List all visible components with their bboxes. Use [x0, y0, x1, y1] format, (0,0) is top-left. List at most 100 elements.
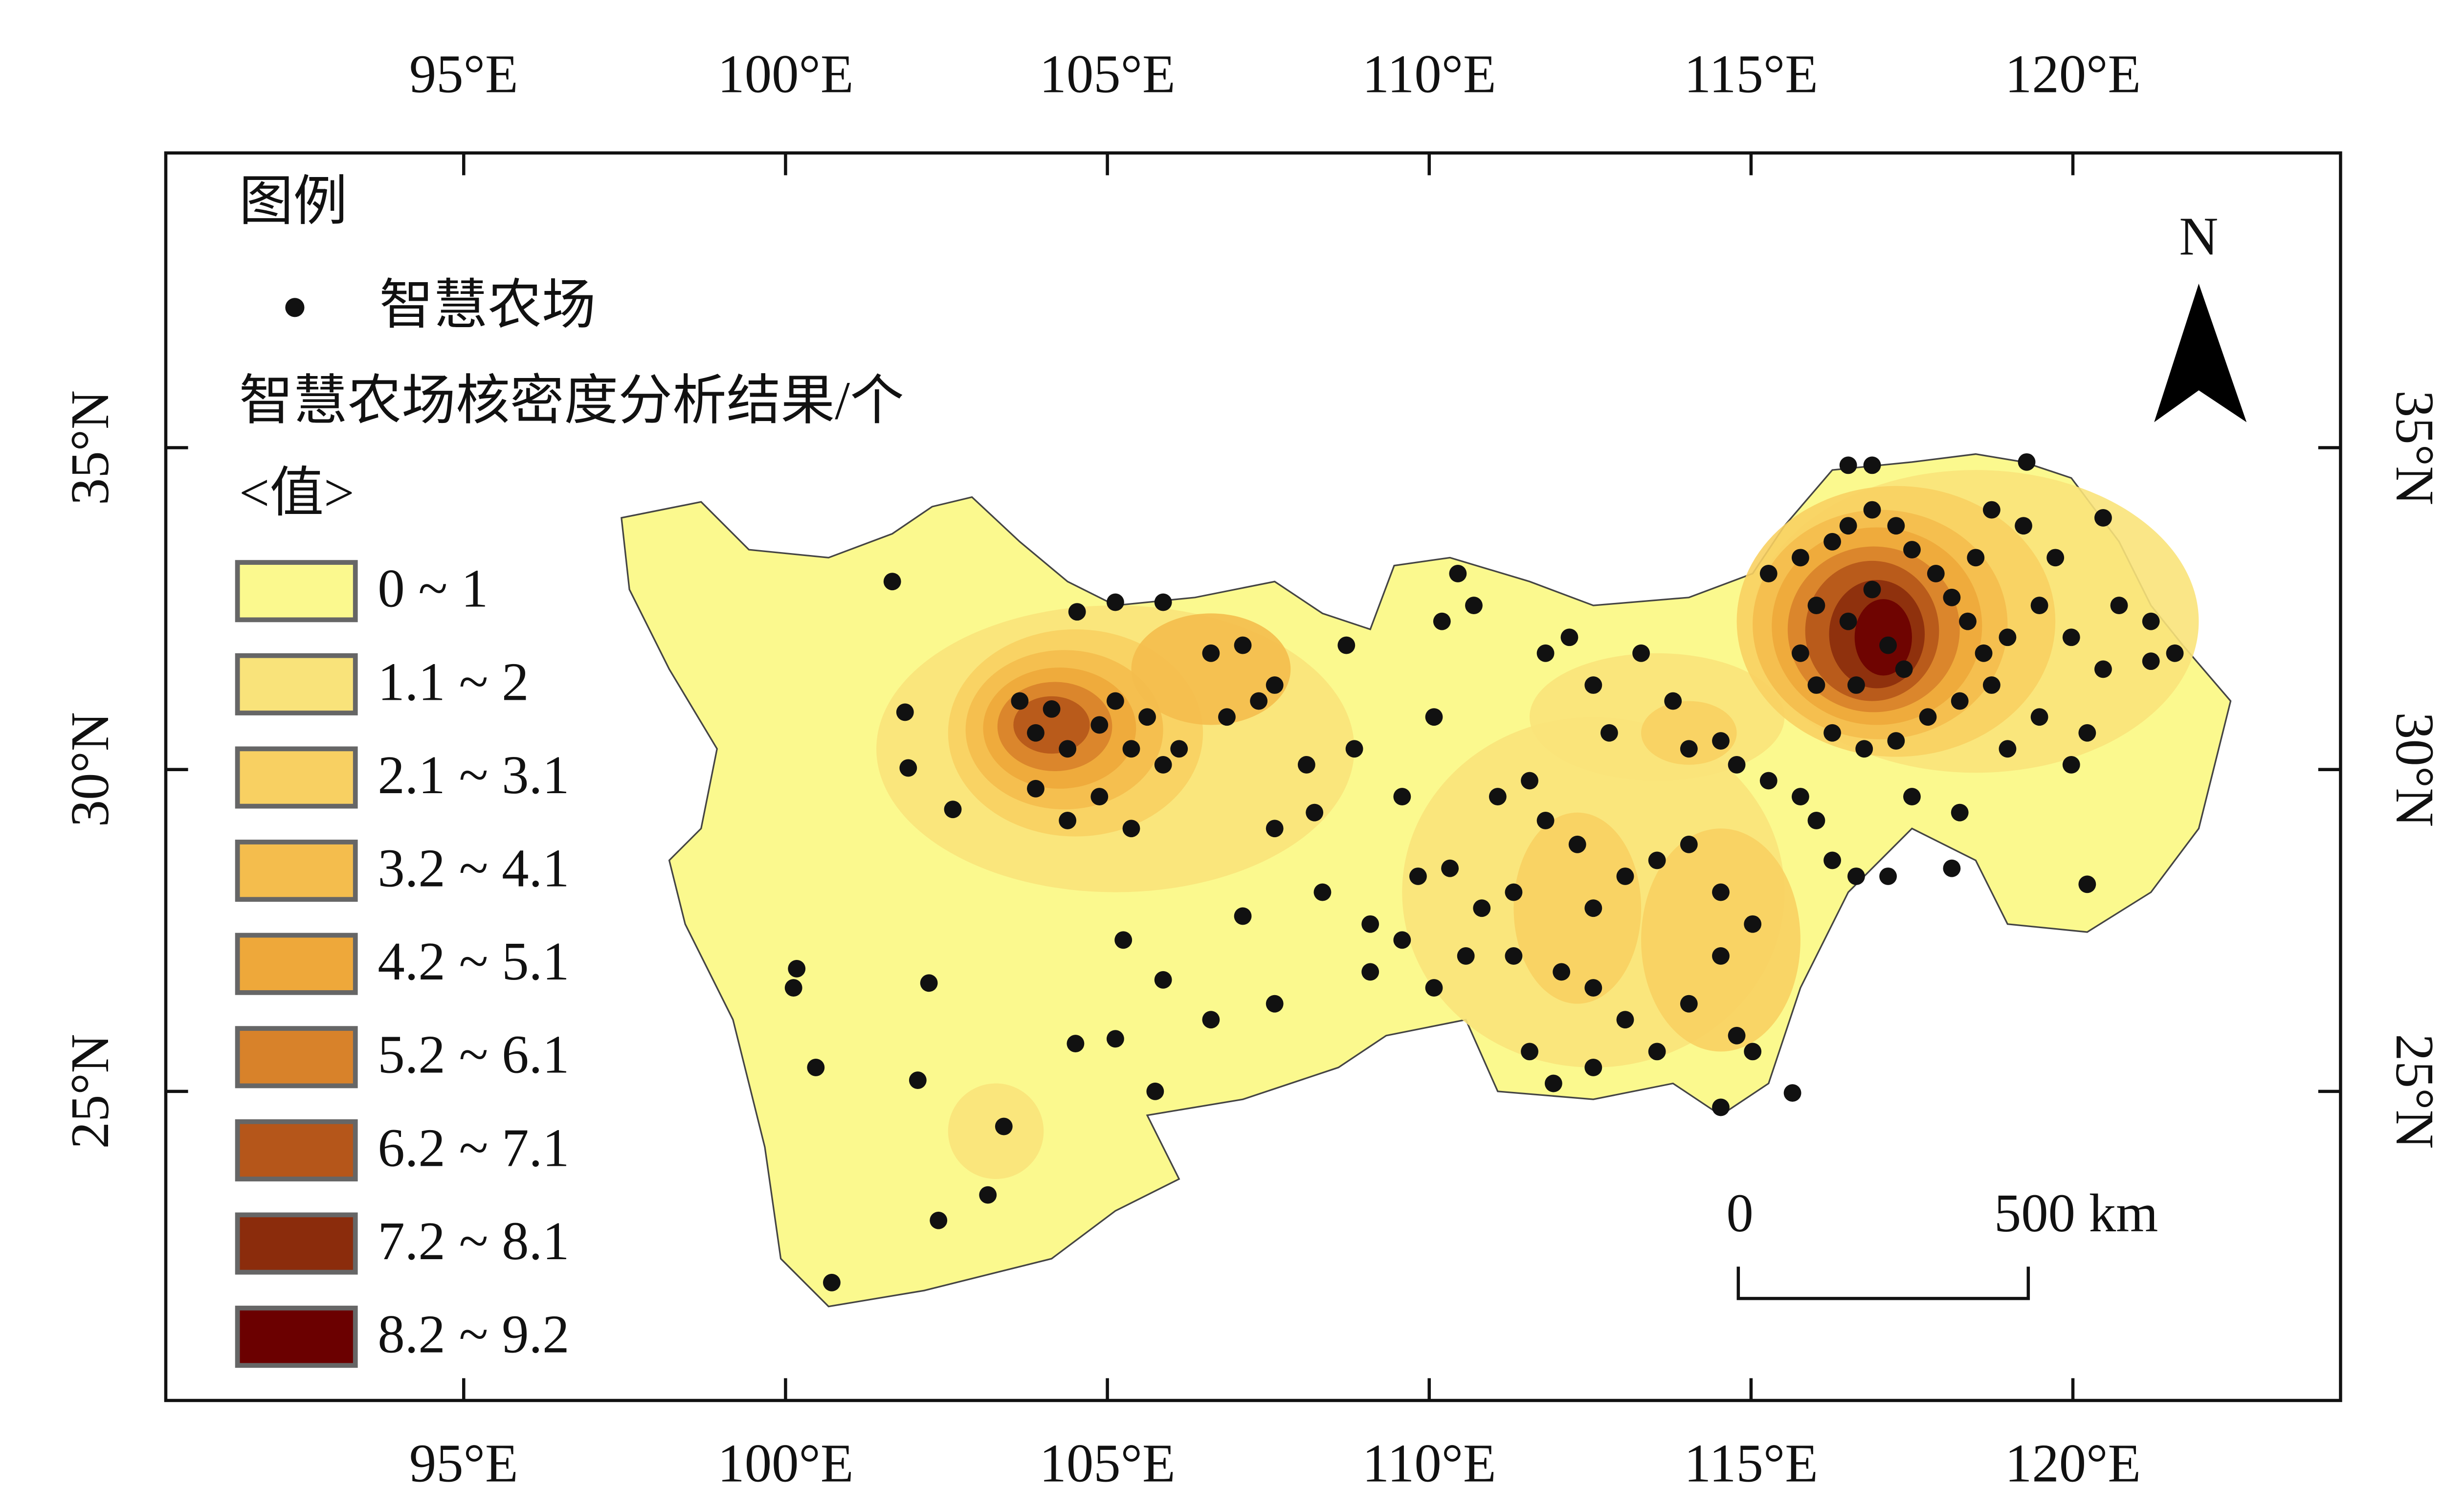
- lon-label-bottom: 110°E: [1362, 1433, 1496, 1493]
- farm-point: [899, 759, 917, 777]
- farm-point: [2078, 875, 2096, 893]
- farm-point: [2094, 660, 2112, 678]
- farm-point: [1465, 597, 1483, 615]
- farm-point: [883, 573, 901, 591]
- north-label: N: [2179, 206, 2218, 267]
- farm-point: [1584, 979, 1602, 997]
- farm-point: [1059, 812, 1077, 829]
- farm-point: [1839, 612, 1857, 630]
- farm-point: [1791, 644, 1809, 662]
- farm-point: [1154, 971, 1172, 989]
- farm-point: [2015, 517, 2032, 535]
- lon-label-bottom: 105°E: [1040, 1433, 1176, 1493]
- farm-point: [1847, 676, 1865, 694]
- scale-end: 500 km: [1994, 1183, 2158, 1243]
- lon-label-bottom: 95°E: [409, 1433, 518, 1493]
- legend-swatch: [235, 933, 358, 995]
- farm-point: [1393, 931, 1411, 949]
- farm-point: [1959, 612, 1977, 630]
- lon-label-bottom: 100°E: [717, 1433, 853, 1493]
- farm-points: [784, 453, 2184, 1291]
- farm-point: [979, 1186, 997, 1204]
- farm-point: [1122, 740, 1140, 758]
- legend-swatch: [235, 746, 358, 809]
- farm-point: [1313, 883, 1332, 901]
- farm-point: [1154, 593, 1172, 611]
- farm-point: [1433, 612, 1451, 630]
- farm-point: [1138, 708, 1156, 726]
- farm-point: [1903, 788, 1921, 806]
- farm-point: [2142, 652, 2160, 670]
- farm-point: [1616, 867, 1634, 885]
- farm-point: [1146, 1082, 1164, 1100]
- farm-point: [1202, 1011, 1220, 1029]
- farm-point: [1584, 1059, 1602, 1076]
- farm-point: [1536, 644, 1555, 662]
- farm-point: [1536, 812, 1555, 829]
- legend-swatch: [235, 1212, 358, 1275]
- farm-point: [1847, 867, 1865, 885]
- farm-point: [1744, 915, 1762, 933]
- farm-point: [1951, 803, 1969, 822]
- legend-swatch: [235, 1119, 358, 1181]
- farm-point: [1783, 1084, 1801, 1102]
- farm-point: [1584, 676, 1602, 694]
- farm-point: [1043, 700, 1061, 718]
- lat-label-right: 30°N: [2385, 712, 2445, 827]
- farm-point: [1521, 1043, 1538, 1061]
- farm-point: [909, 1071, 927, 1089]
- legend-class-label: 7.2 ~ 8.1: [378, 1211, 569, 1271]
- density-surface: [876, 470, 2199, 1179]
- density-zone: [1854, 599, 1912, 676]
- farm-point: [1895, 660, 1913, 678]
- farm-point: [1266, 820, 1284, 838]
- farm-point: [1393, 788, 1411, 806]
- farm-point: [1266, 995, 1284, 1013]
- farm-point: [1759, 772, 1778, 790]
- farm-point: [1823, 851, 1841, 869]
- farm-point: [1648, 1043, 1666, 1061]
- farm-point: [2030, 597, 2048, 615]
- farm-point: [1449, 565, 1467, 582]
- scale-bar: [1736, 1267, 2030, 1300]
- legend-class-label: 6.2 ~ 7.1: [378, 1117, 569, 1178]
- farm-point: [1863, 456, 1881, 474]
- lat-label-left: 25°N: [60, 1034, 120, 1149]
- farm-point: [1011, 692, 1029, 710]
- farm-point: [1712, 1098, 1730, 1116]
- farm-point: [1306, 803, 1324, 822]
- farm-point: [1728, 756, 1746, 774]
- farm-point: [1680, 740, 1698, 758]
- farm-point: [1553, 963, 1571, 981]
- farm-point: [1759, 565, 1778, 582]
- farm-point: [1982, 676, 2000, 694]
- farm-point: [920, 974, 938, 992]
- farm-point: [1106, 692, 1124, 710]
- north-arrow: [2154, 283, 2247, 422]
- lon-label-top: 100°E: [717, 44, 853, 104]
- farm-point: [1202, 644, 1220, 662]
- farm-point: [1568, 835, 1586, 853]
- farm-point: [1943, 859, 1961, 877]
- farm-point: [784, 979, 802, 997]
- farm-point: [1744, 1043, 1762, 1061]
- farm-point: [823, 1273, 841, 1291]
- farm-point: [2046, 549, 2065, 567]
- farm-point: [1234, 907, 1252, 925]
- legend-class-label: 1.1 ~ 2: [378, 651, 529, 712]
- farm-point: [1975, 644, 1993, 662]
- farm-point: [1728, 1026, 1746, 1045]
- farm-point: [1712, 732, 1730, 750]
- farm-point: [1632, 644, 1650, 662]
- farm-point: [1839, 456, 1857, 474]
- farm-point: [1839, 517, 1857, 535]
- farm-point: [896, 703, 914, 721]
- farm-point: [788, 960, 806, 978]
- farm-point: [1807, 597, 1825, 615]
- farm-point: [930, 1211, 948, 1229]
- farm-point: [1505, 883, 1523, 901]
- lon-label-bottom: 120°E: [2005, 1433, 2141, 1493]
- farm-point: [1791, 549, 1809, 567]
- farm-point: [2062, 756, 2080, 774]
- farm-point: [1903, 541, 1921, 558]
